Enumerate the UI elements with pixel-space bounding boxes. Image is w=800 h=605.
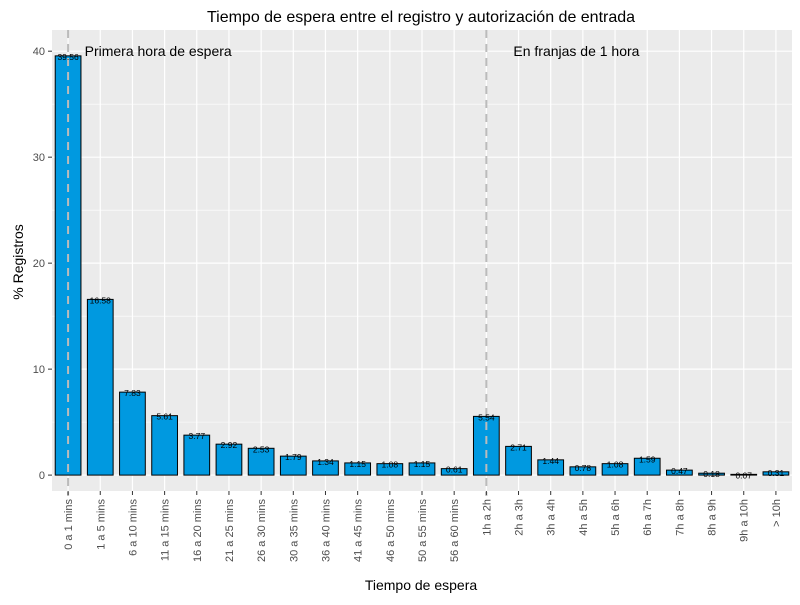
value-label-layer: 39.56 16.58 7.83 5.61 3.77 2.92 2.53 1.79 1.34 1.… — [57, 52, 784, 481]
bar-value-label: 0.47 — [671, 466, 688, 476]
bar — [183, 434, 211, 476]
bar-value-label: 7.83 — [124, 388, 141, 398]
bar-value-label: 0.18 — [703, 469, 720, 479]
x-axis-title: Tiempo de espera — [365, 577, 478, 593]
bar — [762, 471, 790, 476]
x-tick-label: 46 a 50 mins — [385, 499, 397, 562]
bar-value-label: 2.53 — [253, 444, 270, 454]
bar-value-label: 1.08 — [607, 460, 624, 470]
bar-value-label: 1.08 — [382, 460, 399, 470]
x-tick-label: 16 a 20 mins — [192, 499, 204, 562]
y-tick-label: 40 — [33, 46, 45, 58]
bar — [86, 298, 114, 476]
bar — [119, 391, 146, 476]
y-axis-title: % Registros — [10, 224, 26, 299]
bar-value-label: 1.79 — [285, 452, 302, 462]
bar — [312, 460, 339, 476]
y-axis: 0 10 20 30 40 — [33, 46, 52, 482]
bar-layer — [54, 55, 790, 476]
bar-value-label: 1.15 — [349, 459, 366, 469]
annotation: Primera hora de espera — [85, 43, 232, 59]
x-tick-label: 9h a 10h — [739, 499, 751, 542]
bar — [730, 473, 758, 476]
bar-value-label: 0.31 — [768, 468, 785, 478]
bar — [376, 463, 404, 476]
x-tick-label: 6h a 7h — [642, 499, 654, 536]
x-tick-label: 56 a 60 mins — [449, 499, 461, 562]
bar — [505, 445, 532, 476]
bar-value-label: 1.34 — [317, 457, 334, 467]
y-tick-label: 30 — [33, 152, 45, 164]
bar-value-label: 3.77 — [189, 431, 206, 441]
bar-value-label: 5.61 — [156, 412, 173, 422]
bar — [666, 469, 693, 476]
x-tick-label: 21 a 25 mins — [224, 499, 236, 562]
x-tick-label: 26 a 30 mins — [256, 499, 268, 562]
bar-value-label: 5.54 — [478, 412, 495, 422]
x-tick-label: 5h a 6h — [610, 499, 622, 536]
x-tick-label: 30 a 35 mins — [288, 499, 300, 562]
vline-layer — [67, 30, 488, 496]
bar — [215, 443, 243, 476]
bar — [633, 457, 661, 476]
bar — [601, 463, 629, 476]
x-tick-label: 0 a 1 mins — [63, 499, 75, 550]
bar-value-label: 39.56 — [57, 52, 79, 62]
bar — [698, 472, 725, 476]
bar-value-label: 16.58 — [90, 295, 112, 305]
bar — [54, 55, 82, 476]
x-tick-label: 1h a 2h — [481, 499, 493, 536]
annotation-layer: Primera hora de espera En franjas de 1 ho… — [85, 43, 640, 59]
y-tick-label: 20 — [33, 258, 45, 270]
bar-value-label: 0.78 — [575, 463, 592, 473]
bar — [344, 462, 372, 476]
bar — [440, 468, 468, 476]
y-tick-label: 0 — [39, 470, 45, 482]
bar-value-label: 1.44 — [542, 456, 559, 466]
y-tick-label: 10 — [33, 364, 45, 376]
x-tick-label: > 10h — [771, 499, 783, 527]
x-tick-label: 11 a 15 mins — [160, 499, 172, 562]
x-tick-label: 8h a 9h — [707, 499, 719, 536]
bar-value-label: 2.71 — [510, 442, 527, 452]
bar — [151, 415, 178, 476]
x-tick-label: 41 a 45 mins — [353, 499, 365, 562]
bar-value-label: 1.15 — [414, 459, 431, 469]
x-tick-label: 4h a 5h — [578, 499, 590, 536]
x-tick-label: 36 a 40 mins — [320, 499, 332, 562]
bar — [247, 447, 275, 476]
x-tick-label: 6 a 10 mins — [127, 499, 139, 556]
bar-value-label: 2.92 — [221, 440, 238, 450]
x-tick-label: 50 a 55 mins — [417, 499, 429, 562]
bar — [537, 459, 565, 476]
bar-value-label: 0.07 — [735, 470, 752, 480]
bar-value-label: 0.61 — [446, 465, 463, 475]
x-tick-label: 7h a 8h — [674, 499, 686, 536]
x-tick-label: 3h a 4h — [546, 499, 558, 536]
chart-title: Tiempo de espera entre el registro y aut… — [207, 9, 635, 26]
x-tick-label: 2h a 3h — [514, 499, 526, 536]
bar — [569, 466, 597, 476]
annotation: En franjas de 1 hora — [513, 43, 639, 59]
bar-value-label: 1.59 — [639, 454, 656, 464]
x-tick-label: 1 a 5 mins — [95, 499, 107, 550]
bar — [279, 455, 307, 476]
x-axis: 0 a 1 mins 1 a 5 mins 6 a 10 mins 11 a 15 m… — [63, 491, 783, 562]
bar — [408, 462, 436, 476]
